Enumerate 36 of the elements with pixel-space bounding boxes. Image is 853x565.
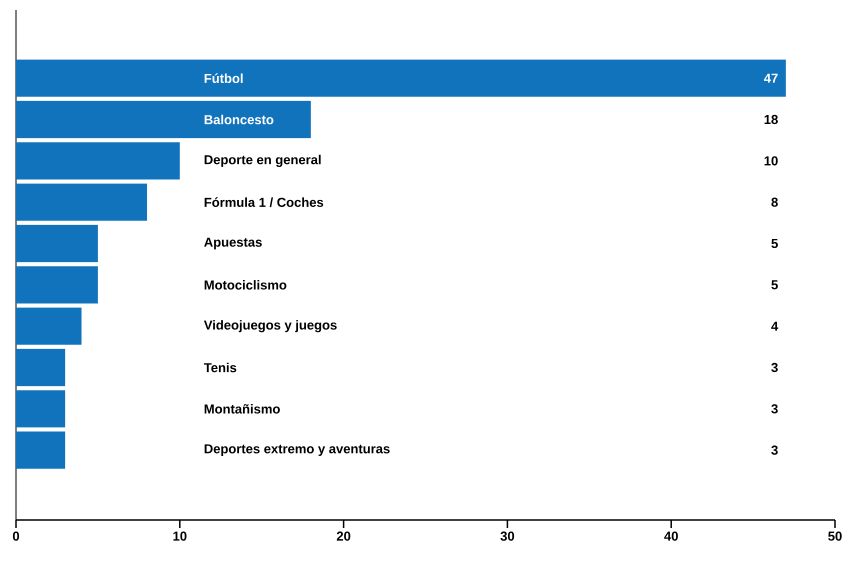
bar: [16, 308, 82, 345]
y-tick-label: Apuestas: [204, 238, 262, 250]
data-label: 47: [764, 74, 778, 83]
data-label: 3: [771, 404, 778, 414]
bar: [16, 100, 311, 138]
data-label: 4: [771, 322, 778, 331]
data-label: 18: [764, 114, 778, 124]
data-label: 3: [771, 446, 778, 455]
x-tick-label: 20: [336, 532, 350, 541]
y-tick-label: Montañismo: [204, 404, 280, 414]
data-label: 5: [771, 280, 778, 290]
bar: [16, 184, 148, 221]
y-tick-label: Deportes extremo y aventuras: [204, 444, 390, 456]
y-tick-label: Fórmula 1 / Coches: [204, 197, 324, 208]
y-tick-label: Fútbol: [204, 73, 243, 84]
x-tick-label: 10: [173, 532, 186, 541]
y-tick-label: Motociclismo: [204, 280, 286, 290]
bar: [16, 390, 66, 428]
bar: [16, 432, 66, 469]
x-tick-label: 30: [500, 532, 514, 541]
bar: [16, 224, 98, 262]
bar: [16, 266, 98, 304]
y-tick-label: Baloncesto: [204, 114, 274, 124]
data-label: 3: [771, 362, 778, 372]
x-tick-label: 40: [664, 532, 678, 541]
x-tick-label: 50: [828, 532, 842, 541]
y-tick-label: Videojuegos y juegos: [204, 320, 337, 332]
bar: [16, 142, 180, 180]
bar: [16, 60, 786, 97]
x-tick-label: 0: [12, 532, 20, 541]
data-label: 8: [771, 198, 778, 207]
data-label: 5: [771, 238, 778, 248]
y-tick-label: Tenis: [204, 362, 236, 372]
bar: [16, 348, 66, 386]
y-tick-label: Deporte en general: [204, 154, 321, 167]
data-label: 10: [764, 156, 778, 166]
